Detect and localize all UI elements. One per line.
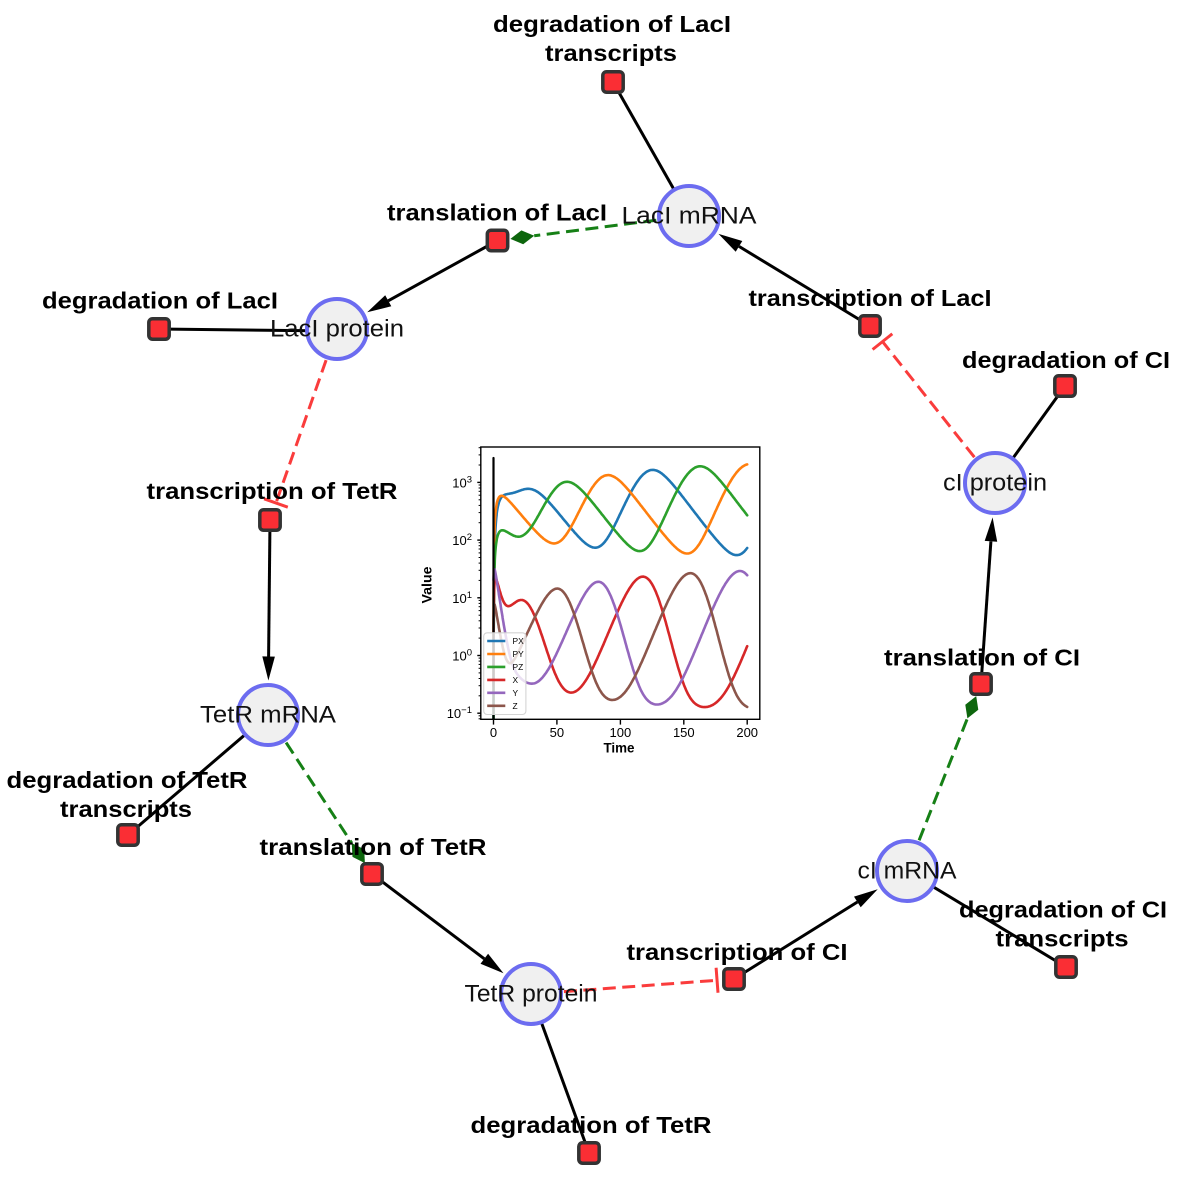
svg-text:TetR mRNA: TetR mRNA: [200, 702, 336, 729]
svg-text:transcripts: transcripts: [996, 926, 1129, 952]
svg-text:Value: Value: [420, 566, 435, 604]
svg-text:translation of LacI: translation of LacI: [387, 200, 607, 226]
svg-text:Time: Time: [604, 740, 635, 755]
svg-text:PY: PY: [513, 649, 525, 659]
svg-text:100: 100: [610, 725, 632, 740]
svg-text:cI mRNA: cI mRNA: [858, 858, 957, 885]
svg-text:X: X: [513, 675, 519, 685]
svg-text:PX: PX: [513, 636, 525, 646]
svg-text:200: 200: [736, 725, 758, 740]
svg-text:degradation of CI: degradation of CI: [962, 347, 1170, 373]
svg-text:Z: Z: [513, 701, 518, 711]
svg-text:100: 100: [452, 648, 472, 664]
svg-text:degradation of TetR: degradation of TetR: [471, 1112, 712, 1138]
svg-text:transcripts: transcripts: [545, 40, 677, 66]
svg-text:101: 101: [452, 590, 472, 606]
svg-text:PZ: PZ: [513, 662, 524, 672]
svg-text:cI protein: cI protein: [943, 470, 1047, 497]
svg-text:translation of CI: translation of CI: [884, 645, 1080, 671]
svg-text:transcripts: transcripts: [60, 796, 192, 822]
svg-text:TetR protein: TetR protein: [465, 981, 598, 1008]
svg-text:degradation of LacI: degradation of LacI: [42, 288, 278, 314]
svg-text:degradation of LacI: degradation of LacI: [493, 11, 731, 37]
svg-text:LacI mRNA: LacI mRNA: [622, 203, 757, 230]
svg-text:degradation of TetR: degradation of TetR: [7, 767, 248, 793]
svg-text:0: 0: [490, 725, 497, 740]
svg-text:transcription of LacI: transcription of LacI: [749, 285, 992, 311]
svg-text:50: 50: [550, 725, 564, 740]
svg-text:102: 102: [452, 532, 472, 548]
svg-text:103: 103: [452, 474, 472, 490]
svg-text:10−1: 10−1: [447, 705, 472, 721]
svg-text:translation of TetR: translation of TetR: [260, 834, 487, 860]
svg-text:transcription of CI: transcription of CI: [627, 939, 848, 965]
svg-text:transcription of TetR: transcription of TetR: [147, 478, 398, 504]
svg-text:degradation of CI: degradation of CI: [959, 897, 1167, 923]
svg-text:Y: Y: [513, 688, 519, 698]
svg-text:150: 150: [673, 725, 695, 740]
svg-text:LacI protein: LacI protein: [270, 316, 404, 343]
